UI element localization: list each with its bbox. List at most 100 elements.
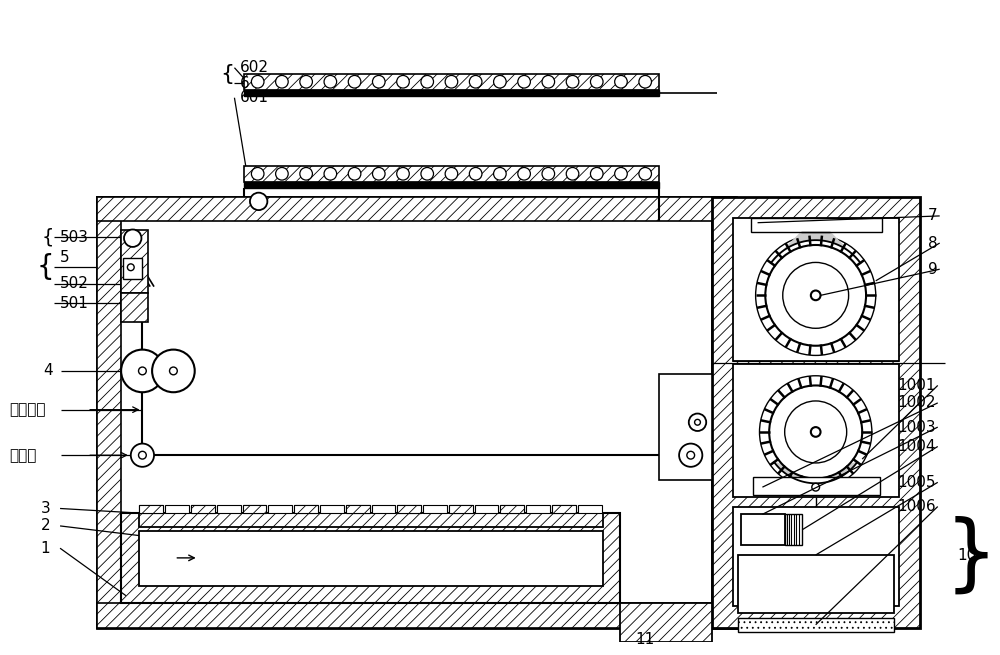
Circle shape bbox=[421, 75, 434, 88]
Text: 602: 602 bbox=[240, 60, 269, 75]
Text: 7: 7 bbox=[928, 208, 938, 223]
Circle shape bbox=[542, 168, 555, 180]
Text: {: { bbox=[42, 228, 54, 247]
Bar bbox=[449, 504, 473, 514]
Circle shape bbox=[300, 75, 312, 88]
Circle shape bbox=[590, 75, 603, 88]
Bar bbox=[139, 504, 163, 514]
Circle shape bbox=[124, 229, 141, 247]
Bar bbox=[659, 374, 712, 480]
Bar bbox=[346, 504, 370, 514]
Bar bbox=[243, 504, 266, 514]
Text: 5: 5 bbox=[60, 250, 70, 265]
Circle shape bbox=[518, 168, 530, 180]
Bar bbox=[526, 504, 550, 514]
Circle shape bbox=[494, 168, 506, 180]
Text: {: { bbox=[37, 253, 54, 281]
Bar bbox=[552, 504, 576, 514]
Bar bbox=[552, 504, 576, 514]
Circle shape bbox=[276, 75, 288, 88]
Circle shape bbox=[639, 75, 651, 88]
Circle shape bbox=[276, 168, 288, 180]
Bar bbox=[139, 531, 603, 586]
Bar bbox=[217, 504, 241, 514]
Circle shape bbox=[769, 385, 862, 478]
Circle shape bbox=[566, 75, 579, 88]
Bar bbox=[121, 293, 148, 322]
Circle shape bbox=[494, 75, 506, 88]
Circle shape bbox=[127, 264, 134, 271]
Circle shape bbox=[811, 427, 821, 437]
Bar bbox=[397, 504, 421, 514]
Circle shape bbox=[300, 168, 312, 180]
Circle shape bbox=[445, 168, 458, 180]
Text: 导向辊: 导向辊 bbox=[10, 448, 37, 462]
Text: 1001: 1001 bbox=[897, 378, 936, 393]
Circle shape bbox=[759, 376, 872, 488]
Circle shape bbox=[639, 168, 651, 180]
Text: 1: 1 bbox=[41, 540, 50, 555]
Bar bbox=[449, 504, 473, 514]
Bar bbox=[244, 90, 659, 96]
Circle shape bbox=[348, 75, 361, 88]
Circle shape bbox=[251, 75, 264, 88]
Bar bbox=[123, 257, 142, 279]
Circle shape bbox=[324, 75, 337, 88]
Circle shape bbox=[445, 75, 458, 88]
Circle shape bbox=[615, 168, 627, 180]
Text: 1006: 1006 bbox=[897, 499, 936, 514]
Bar bbox=[372, 504, 395, 514]
Bar bbox=[741, 514, 785, 546]
Bar bbox=[712, 196, 736, 627]
Text: 10: 10 bbox=[957, 548, 976, 563]
Text: 1003: 1003 bbox=[897, 420, 936, 435]
Circle shape bbox=[679, 443, 702, 467]
Circle shape bbox=[695, 419, 700, 425]
Circle shape bbox=[372, 168, 385, 180]
Circle shape bbox=[324, 168, 337, 180]
Bar bbox=[97, 196, 736, 627]
Circle shape bbox=[469, 168, 482, 180]
Text: 4: 4 bbox=[44, 364, 53, 379]
Bar bbox=[500, 504, 524, 514]
Circle shape bbox=[170, 367, 177, 375]
Circle shape bbox=[397, 75, 409, 88]
Bar bbox=[733, 364, 899, 497]
Bar bbox=[712, 196, 920, 627]
Bar bbox=[244, 166, 659, 182]
Text: 6: 6 bbox=[240, 76, 250, 90]
Circle shape bbox=[152, 350, 195, 392]
Text: 1005: 1005 bbox=[897, 475, 936, 490]
Bar bbox=[243, 504, 266, 514]
Circle shape bbox=[121, 350, 164, 392]
Bar bbox=[785, 514, 802, 546]
Bar bbox=[191, 504, 215, 514]
Bar bbox=[165, 504, 189, 514]
Bar bbox=[738, 555, 894, 613]
Text: 502: 502 bbox=[60, 276, 89, 291]
Polygon shape bbox=[771, 233, 860, 263]
Text: 纺织面料: 纺织面料 bbox=[10, 402, 46, 417]
Bar bbox=[121, 231, 148, 293]
Circle shape bbox=[251, 168, 264, 180]
Circle shape bbox=[785, 401, 847, 463]
Text: 3: 3 bbox=[41, 501, 50, 516]
Circle shape bbox=[765, 245, 866, 346]
Bar bbox=[620, 603, 712, 642]
Circle shape bbox=[590, 168, 603, 180]
Text: 1002: 1002 bbox=[897, 396, 936, 411]
Text: 1004: 1004 bbox=[897, 439, 936, 454]
Bar bbox=[423, 504, 447, 514]
Bar bbox=[733, 506, 899, 607]
Text: 503: 503 bbox=[60, 230, 89, 245]
Bar bbox=[320, 504, 344, 514]
Bar bbox=[244, 182, 659, 188]
Circle shape bbox=[542, 75, 555, 88]
Circle shape bbox=[421, 168, 434, 180]
Bar bbox=[738, 618, 894, 631]
Bar bbox=[97, 196, 736, 221]
Bar bbox=[475, 504, 498, 514]
Text: 501: 501 bbox=[60, 295, 89, 310]
Bar bbox=[751, 218, 882, 233]
Circle shape bbox=[689, 413, 706, 431]
